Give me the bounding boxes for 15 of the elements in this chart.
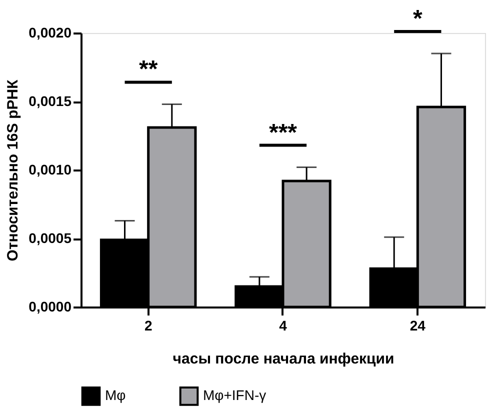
y-tick-label: 0,0000 [28,298,72,314]
legend-label: Mφ [105,387,126,404]
annotation: *** [268,119,298,146]
x-tick-label: 24 [410,318,426,334]
legend-label: Mφ+IFN-γ [203,387,266,404]
x-tick-label: 4 [279,318,288,334]
x-tick-label: 2 [144,318,152,334]
y-tick-label: 0,0005 [28,230,72,246]
y-axis-title: Относительно 16S рРНК [4,78,22,262]
y-tick-label: 0,0020 [28,24,72,40]
y-tick-label: 0,0010 [28,162,72,178]
y-tick-label: 0,0015 [28,93,72,109]
x-axis-title: часы после начала инфекции [172,350,394,368]
annotation: ** [138,56,158,84]
text: * [412,6,423,33]
